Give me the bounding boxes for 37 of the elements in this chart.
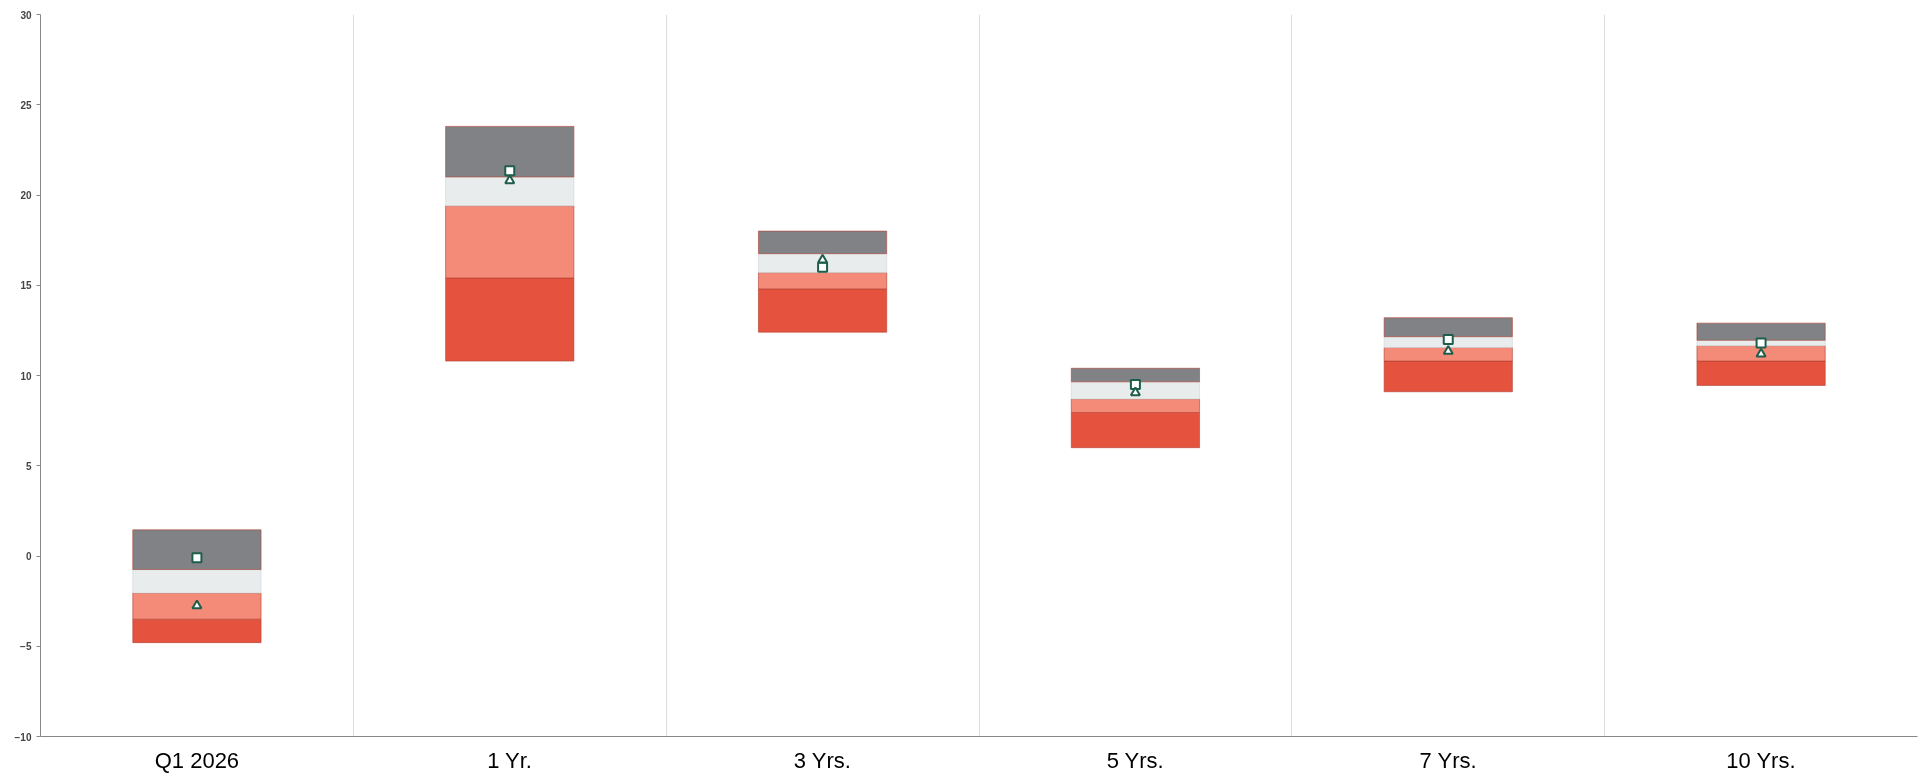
y-tick-label: 30	[20, 9, 32, 21]
point	[1442, 344, 1454, 355]
point	[504, 174, 516, 185]
bar	[445, 176, 575, 207]
y-tick-label: 5	[25, 460, 32, 472]
y-tick-label: −5	[20, 641, 32, 653]
x-tick-label: 3 Yrs.	[793, 747, 851, 773]
x-tick-label: 10 Yrs.	[1726, 747, 1796, 773]
point	[1755, 347, 1767, 358]
bar	[758, 230, 888, 254]
bar	[1070, 381, 1200, 400]
x-tick-label: 5 Yrs.	[1106, 747, 1164, 773]
point	[191, 599, 203, 610]
x-tick-label: 7 Yrs.	[1419, 747, 1477, 773]
x-tick-label: 1 Yr.	[487, 747, 532, 773]
bar	[1383, 317, 1513, 337]
point	[1442, 333, 1454, 345]
bar	[1070, 367, 1200, 383]
y-tick-label: 15	[20, 280, 32, 292]
point	[817, 253, 829, 264]
y-tick-label: −10	[14, 731, 32, 743]
point	[191, 552, 203, 564]
y-tick-label: 20	[20, 190, 32, 201]
point	[1755, 337, 1767, 349]
point	[504, 165, 516, 177]
y-tick-label: 0	[25, 551, 32, 562]
bar	[1696, 322, 1826, 341]
bar	[1383, 336, 1513, 348]
bar	[132, 569, 262, 594]
bar	[445, 126, 575, 178]
point	[1129, 386, 1141, 397]
bar	[758, 253, 888, 273]
y-tick-label: 25	[20, 99, 32, 111]
bar	[132, 529, 262, 570]
y-tick-label: 10	[20, 370, 32, 382]
x-tick-label: Q1 2026	[154, 747, 240, 773]
point	[1129, 379, 1141, 391]
